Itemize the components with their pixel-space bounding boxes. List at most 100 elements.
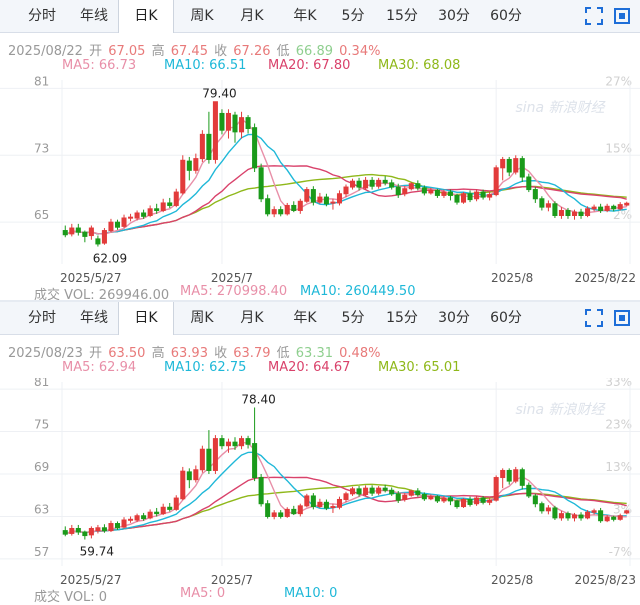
candle-body [193,158,199,171]
candle-body [395,493,401,501]
candle-body [447,497,453,502]
candle [428,494,434,501]
candle [624,509,630,515]
x-tick-label: 2025/8 [491,271,533,284]
candle-body [154,511,160,515]
candle [323,499,329,511]
candle [474,189,480,202]
candle-body [558,209,564,216]
high-price-label: 79.40 [202,87,236,101]
candle-body [239,117,245,133]
candle [500,156,506,181]
info-high-label: 高 [151,44,165,59]
candle-body [571,211,578,216]
tab-15min[interactable]: 15分 [386,8,418,24]
candle [245,115,251,134]
tab-yearly-k[interactable]: 年K [293,310,317,326]
tab-monthly-k[interactable]: 月K [240,8,264,24]
candle [62,526,68,537]
candle [571,209,578,220]
ohlc-info: 2025/08/22 开 67.05 高 67.45 收 67.26 低 66.… [8,40,382,59]
candlestick-chart[interactable]: 81 33%75 23%69 13%63 3%57 -7%sina 新浪财经78.4059… [0,378,640,586]
candle [310,493,316,510]
tab-60min[interactable]: 60分 [490,8,522,24]
candle-body [617,515,623,520]
candle [225,438,232,453]
candle-body [480,191,486,198]
info-low: 66.89 [295,44,333,59]
tab-daily-k[interactable]: 日K [118,302,174,335]
candle [532,493,538,508]
tab-30min[interactable]: 30分 [438,310,470,326]
tab-yearly-k[interactable]: 年K [293,8,317,24]
tab-intraday[interactable]: 分时 [28,8,56,24]
tab-yearline[interactable]: 年线 [80,8,108,24]
candle [265,500,271,519]
candle-body [206,448,212,471]
candle-body [598,510,604,522]
candle-body [297,200,303,211]
candlestick-chart[interactable]: 81 27% 73 15% 65 2% sina 新浪财经 79.40 62.09 2025/5/… [0,76,640,284]
candle-body [526,484,532,497]
candle [141,512,147,521]
candle [591,508,597,515]
candle-body [323,196,329,205]
candle-body [382,179,388,184]
candle [265,194,271,217]
tab-5min[interactable]: 5分 [341,8,365,24]
fullscreen-icon[interactable] [584,6,604,26]
x-tick-label: 2025/5/27 [60,573,122,586]
tab-60min[interactable]: 60分 [490,310,522,326]
candle [291,505,297,516]
tab-15min[interactable]: 15分 [386,310,418,326]
tab-intraday[interactable]: 分时 [28,310,56,326]
candle [480,495,486,505]
candle-body [624,202,630,206]
tab-yearline[interactable]: 年线 [80,310,108,326]
candle [323,193,329,207]
candle-body [95,238,101,245]
candle [310,186,316,206]
candle [376,486,382,496]
tab-daily-k[interactable]: 日K [118,0,174,33]
candle [604,515,610,523]
candle-body [389,182,395,188]
candle [389,179,395,190]
candle [167,503,173,512]
toolbox-icon[interactable] [612,308,632,328]
candle-body [323,501,329,509]
candle [317,498,323,508]
info-open: 67.05 [108,44,146,59]
ma10-line [64,133,627,236]
tab-5min[interactable]: 5分 [341,310,365,326]
fullscreen-icon[interactable] [584,308,604,328]
candle-body [265,503,271,517]
candle-body [304,495,310,507]
candle [571,512,578,522]
candle [369,485,375,496]
volume-ma5: MA5: 270998.40 [180,284,288,299]
candle [454,499,460,509]
tab-monthly-k[interactable]: 月K [240,310,264,326]
candle [460,498,467,508]
candle [408,182,414,191]
candle [330,503,336,513]
candle-body [460,498,467,508]
candle [617,202,623,211]
candle [513,155,519,175]
candle-body [284,204,290,215]
candle-body [415,183,421,189]
toolbox-icon[interactable] [612,6,632,26]
tab-weekly-k[interactable]: 周K [190,310,214,326]
candle-body [474,497,480,505]
candle-body [565,209,571,216]
candle-body [82,231,88,237]
tab-30min[interactable]: 30分 [438,8,470,24]
candle-body [467,498,473,505]
tab-weekly-k[interactable]: 周K [190,8,214,24]
candle [382,176,388,186]
candle-body [624,510,630,514]
candle-body [252,443,258,479]
candle [376,177,382,189]
candle [611,515,617,522]
